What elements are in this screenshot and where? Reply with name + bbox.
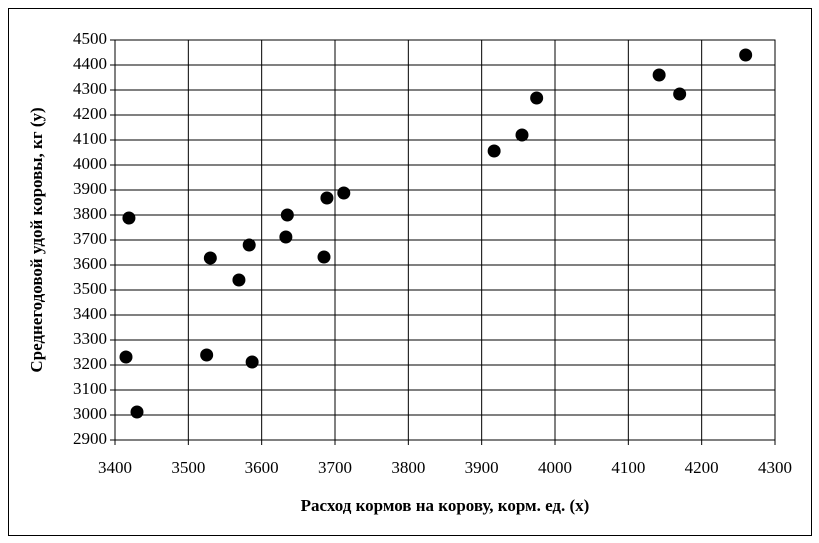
y-tick-label: 3800 [73, 204, 107, 223]
x-tick-label: 3500 [171, 458, 205, 477]
point [320, 191, 334, 205]
y-tick-label: 4500 [73, 29, 107, 48]
x-tick-label: 3800 [391, 458, 425, 477]
x-axis-title: Расход кормов на корову, корм. ед. (x) [301, 496, 590, 515]
x-tick-label: 4100 [611, 458, 645, 477]
point [487, 144, 501, 158]
x-tick-label: 4200 [685, 458, 719, 477]
point [242, 238, 256, 252]
y-tick-label: 3700 [73, 229, 107, 248]
point [200, 348, 214, 362]
point [530, 91, 544, 105]
x-tick-label: 4000 [538, 458, 572, 477]
y-tick-label: 3100 [73, 379, 107, 398]
point [245, 355, 259, 369]
y-tick-label: 3900 [73, 179, 107, 198]
point [337, 186, 351, 200]
x-tick-label: 3900 [465, 458, 499, 477]
point [673, 87, 687, 101]
y-tick-label: 4100 [73, 129, 107, 148]
x-tick-label: 4300 [758, 458, 792, 477]
point [122, 211, 136, 225]
y-tick-label: 3200 [73, 354, 107, 373]
point [203, 251, 217, 265]
point [279, 230, 293, 244]
x-tick-label: 3700 [318, 458, 352, 477]
point [515, 128, 529, 142]
y-tick-label: 4400 [73, 54, 107, 73]
y-tick-label: 4300 [73, 79, 107, 98]
point [130, 405, 144, 419]
y-tick-label: 2900 [73, 429, 107, 448]
y-tick-label: 3000 [73, 404, 107, 423]
y-tick-label: 3600 [73, 254, 107, 273]
x-tick-label: 3400 [98, 458, 132, 477]
y-tick-label: 4200 [73, 104, 107, 123]
point [739, 48, 753, 62]
x-tick-label: 3600 [245, 458, 279, 477]
point [232, 273, 246, 287]
point [317, 250, 331, 264]
point [652, 68, 666, 82]
y-tick-label: 3300 [73, 329, 107, 348]
y-tick-label: 4000 [73, 154, 107, 173]
point [119, 350, 133, 364]
y-axis-title: Среднегодовой удой коровы, кг (y) [27, 107, 46, 372]
y-tick-label: 3500 [73, 279, 107, 298]
y-tick-label: 3400 [73, 304, 107, 323]
point [280, 208, 294, 222]
